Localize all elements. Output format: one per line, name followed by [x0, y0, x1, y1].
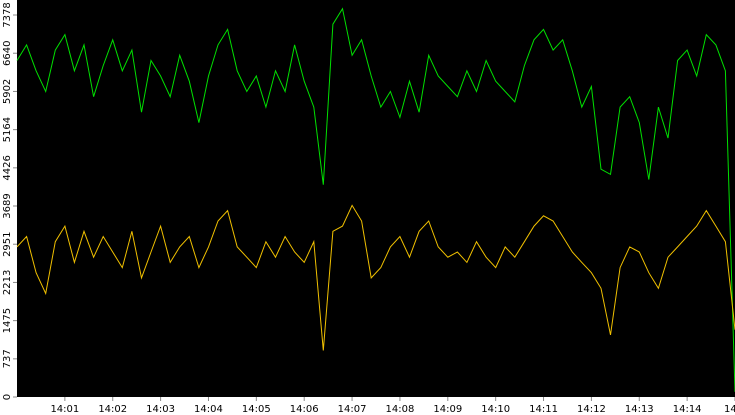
x-tick-label: 14:12	[577, 404, 606, 415]
y-tick-label: 5164	[2, 117, 13, 142]
x-tick-label: 14:05	[242, 404, 271, 415]
series-line	[16, 7, 735, 392]
x-tick-label: 14	[724, 404, 735, 415]
x-tick-label: 14:11	[529, 404, 558, 415]
x-tick-label: 14:14	[673, 404, 702, 415]
x-tick-label: 14:03	[146, 404, 175, 415]
x-tick-label: 14:02	[98, 404, 127, 415]
y-tick-label: 7378	[2, 2, 13, 27]
x-tick-label: 14:10	[481, 404, 510, 415]
series-line	[16, 204, 735, 351]
x-tick-label: 14:01	[50, 404, 79, 415]
y-tick-label: 6640	[2, 40, 13, 65]
x-tick-label: 14:07	[338, 404, 367, 415]
y-tick-label: 5902	[2, 79, 13, 104]
y-tick-label: 1475	[2, 308, 13, 333]
plot-area	[17, 0, 735, 397]
x-tick-label: 14:13	[625, 404, 654, 415]
y-tick-label: 4426	[2, 155, 13, 180]
x-tick-label: 14:06	[290, 404, 319, 415]
y-tick-label: 737	[2, 349, 13, 368]
x-tick-label: 14:08	[386, 404, 415, 415]
x-tick-label: 14:09	[433, 404, 462, 415]
y-tick-label: 2951	[2, 231, 13, 256]
y-tick-label: 2213	[2, 270, 13, 295]
y-tick-label: 0	[2, 394, 13, 400]
y-tick-label: 3689	[2, 193, 13, 218]
x-tick-label: 14:04	[194, 404, 223, 415]
